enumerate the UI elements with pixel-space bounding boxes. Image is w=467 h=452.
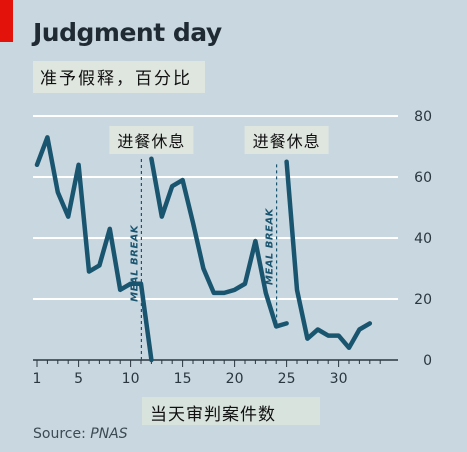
y-axis-ticks: 0 20 40 60 80	[414, 109, 432, 369]
meal-break-label-1: MEAL BREAK	[129, 224, 140, 302]
x-tick-label-20: 20	[226, 371, 244, 387]
annotation-background-2	[244, 126, 329, 154]
source-name: PNAS	[90, 426, 128, 442]
y-tick-label-80: 80	[414, 109, 432, 125]
series-line-segment-1	[34, 135, 154, 363]
x-axis-label: 当天审判案件数	[150, 405, 276, 425]
meal-break-markers: MEAL BREAK MEAL BREAK	[129, 158, 278, 360]
series-line-segment-2	[149, 156, 289, 329]
gridlines	[33, 115, 398, 300]
source-note: Source: PNAS	[33, 426, 128, 442]
subtitle-background	[33, 61, 205, 93]
x-tick-label-25: 25	[278, 371, 296, 387]
annotations: 进餐休息 进餐休息	[109, 126, 329, 154]
chart-subtitle: 准予假释，百分比	[40, 69, 192, 89]
chart-title: Judgment day	[33, 18, 222, 47]
brand-red-tab	[0, 0, 13, 42]
series-line-segment-3	[284, 159, 373, 351]
x-tick-label-15: 15	[174, 371, 192, 387]
annotation-background-1	[109, 126, 194, 154]
y-tick-label-40: 40	[414, 231, 432, 247]
meal-break-label-2: MEAL BREAK	[265, 207, 276, 285]
y-tick-label-0: 0	[423, 353, 432, 369]
y-tick-label-20: 20	[414, 292, 432, 308]
x-tick-label-10: 10	[122, 371, 140, 387]
x-axis-label-background	[142, 397, 320, 425]
source-label: Source:	[33, 426, 91, 442]
x-tick-label-5: 5	[74, 371, 83, 387]
annotation-meal-break-2: 进餐休息	[253, 132, 321, 151]
x-tick-label-1: 1	[33, 371, 42, 387]
series-lines	[34, 135, 373, 363]
x-tick-label-30: 30	[330, 371, 348, 387]
annotation-meal-break-1: 进餐休息	[117, 132, 185, 151]
y-tick-label-60: 60	[414, 170, 432, 186]
x-axis: 1 5 10 15 20 25 30	[33, 359, 398, 387]
